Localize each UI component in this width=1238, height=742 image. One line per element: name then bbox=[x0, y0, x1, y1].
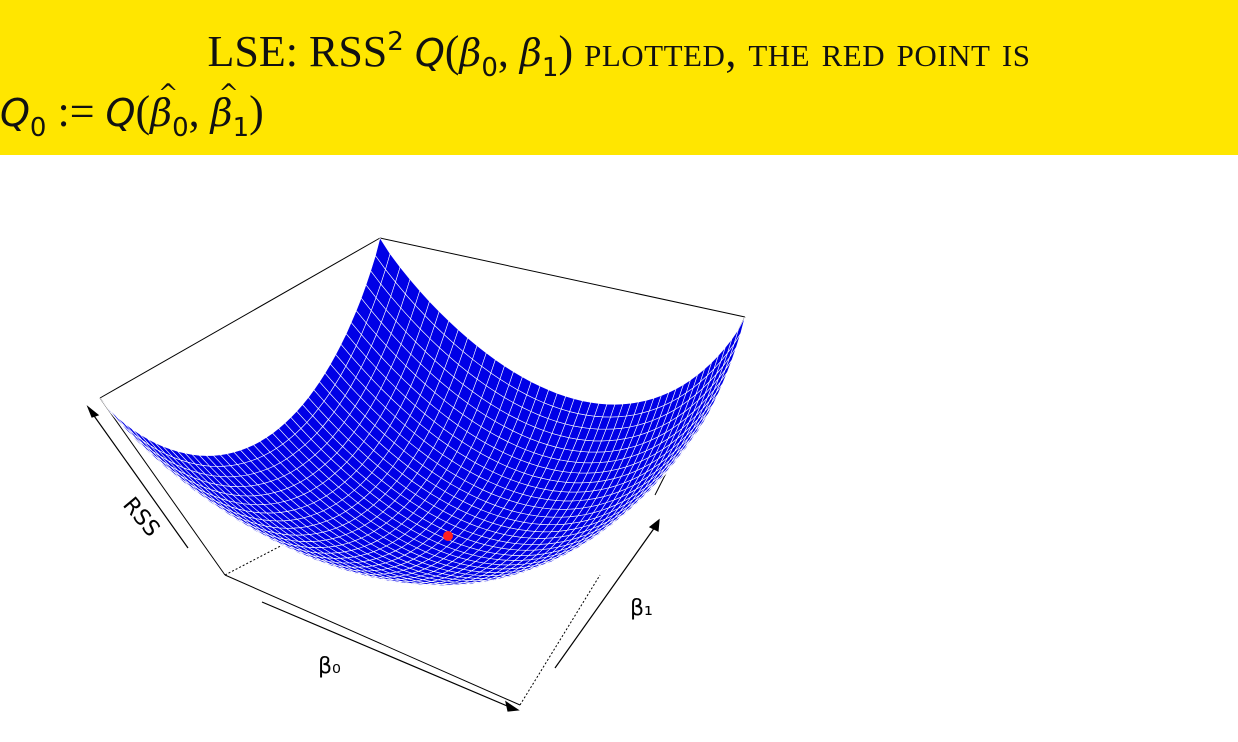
surface-facet bbox=[733, 316, 746, 344]
beta0-arrowhead bbox=[505, 700, 520, 712]
comma-2: , bbox=[188, 87, 211, 136]
title-rest: plotted, the red point is bbox=[584, 27, 1031, 76]
beta1-subscript: 1 bbox=[541, 53, 559, 83]
beta1-axis-arrow bbox=[554, 526, 656, 669]
q0-symbol: Q bbox=[0, 91, 30, 135]
beta1-axis-label: β₁ bbox=[630, 596, 653, 621]
beta0-axis-label: β₀ bbox=[318, 654, 341, 679]
q0-subscript: 0 bbox=[29, 113, 47, 143]
minimum-point bbox=[443, 531, 453, 541]
rss-surface-plot: RSS β₀ β₁ bbox=[86, 237, 746, 712]
beta0-hat-subscript: 0 bbox=[172, 113, 189, 143]
box-edge-back-right bbox=[379, 237, 746, 318]
box-edge-right-bottom bbox=[519, 574, 601, 706]
title-line-1: LSE: RSS2 Q(β0, β1) plotted, the red poi… bbox=[0, 26, 1238, 84]
beta1-symbol: β bbox=[519, 31, 542, 75]
box-edge-left-vertical bbox=[99, 397, 226, 576]
rss-surface bbox=[99, 237, 746, 587]
beta0-symbol: β bbox=[459, 31, 482, 75]
paren-close: ) bbox=[558, 27, 574, 76]
paren-close-2: ) bbox=[249, 87, 264, 136]
rss-axis-label: RSS bbox=[117, 493, 164, 542]
footnote-marker: 2 bbox=[387, 27, 404, 57]
title-line-2: Q0 := Q(β0, β1) bbox=[0, 67, 1238, 144]
box-edge-front-bottom bbox=[224, 574, 521, 706]
paren-open-2: ( bbox=[135, 87, 151, 136]
q-symbol: Q bbox=[414, 31, 445, 75]
beta1-hat-symbol: β bbox=[211, 67, 239, 139]
assign-operator: := bbox=[46, 87, 106, 136]
rss-arrowhead bbox=[86, 405, 100, 418]
beta0-subscript: 0 bbox=[481, 53, 498, 83]
beta1-hat-subscript: 1 bbox=[232, 113, 250, 143]
paren-open: ( bbox=[444, 27, 460, 76]
q-symbol-2: Q bbox=[105, 91, 136, 135]
beta0-axis-arrow bbox=[261, 601, 513, 709]
rss-axis-arrow bbox=[91, 412, 189, 549]
beta1-arrowhead bbox=[648, 518, 660, 532]
title-bar: LSE: RSS2 Q(β0, β1) plotted, the red poi… bbox=[0, 0, 1238, 155]
comma: , bbox=[497, 27, 520, 76]
beta0-hat-symbol: β bbox=[150, 67, 178, 139]
axis-arrows bbox=[86, 405, 660, 712]
box-edge-back-left bbox=[99, 237, 381, 399]
